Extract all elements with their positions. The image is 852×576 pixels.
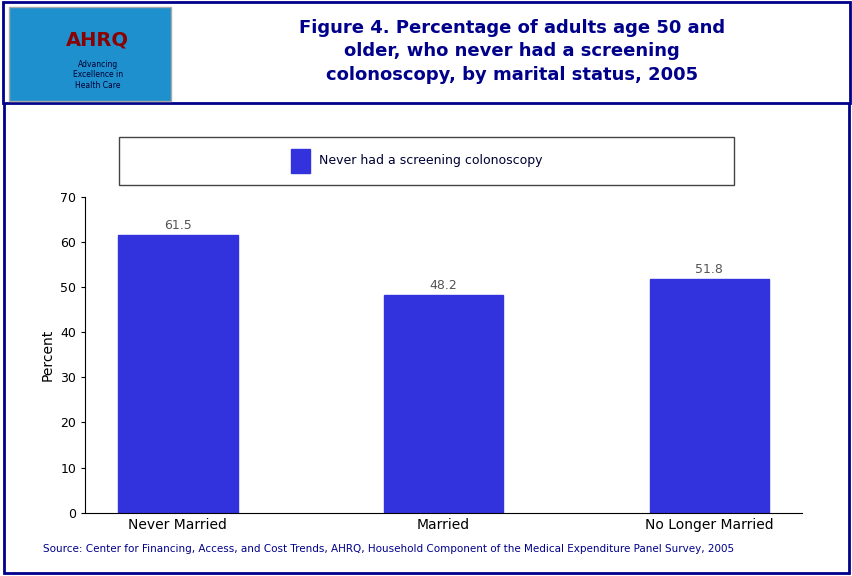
Bar <box>9 7 170 101</box>
Text: 51.8: 51.8 <box>694 263 722 276</box>
Text: AHRQ: AHRQ <box>66 31 129 50</box>
Text: Advancing
Excellence in
Health Care: Advancing Excellence in Health Care <box>72 60 123 90</box>
Bar <box>649 279 769 513</box>
Text: Source: Center for Financing, Access, and Cost Trends, AHRQ, Household Component: Source: Center for Financing, Access, an… <box>43 544 733 554</box>
Y-axis label: Percent: Percent <box>41 329 55 381</box>
Text: 48.2: 48.2 <box>429 279 457 292</box>
Text: Never had a screening colonoscopy: Never had a screening colonoscopy <box>319 154 542 168</box>
Bar <box>118 236 237 513</box>
Text: 61.5: 61.5 <box>164 219 192 232</box>
Bar <box>383 295 503 513</box>
Text: Figure 4. Percentage of adults age 50 and
older, who never had a screening
colon: Figure 4. Percentage of adults age 50 an… <box>298 18 724 84</box>
Bar <box>291 149 309 173</box>
